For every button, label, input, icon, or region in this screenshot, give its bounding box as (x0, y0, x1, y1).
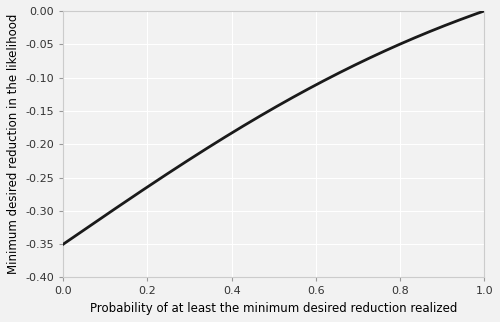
X-axis label: Probability of at least the minimum desired reduction realized: Probability of at least the minimum desi… (90, 302, 458, 315)
Y-axis label: Minimum desired reduction in the likelihood: Minimum desired reduction in the likelih… (7, 14, 20, 274)
